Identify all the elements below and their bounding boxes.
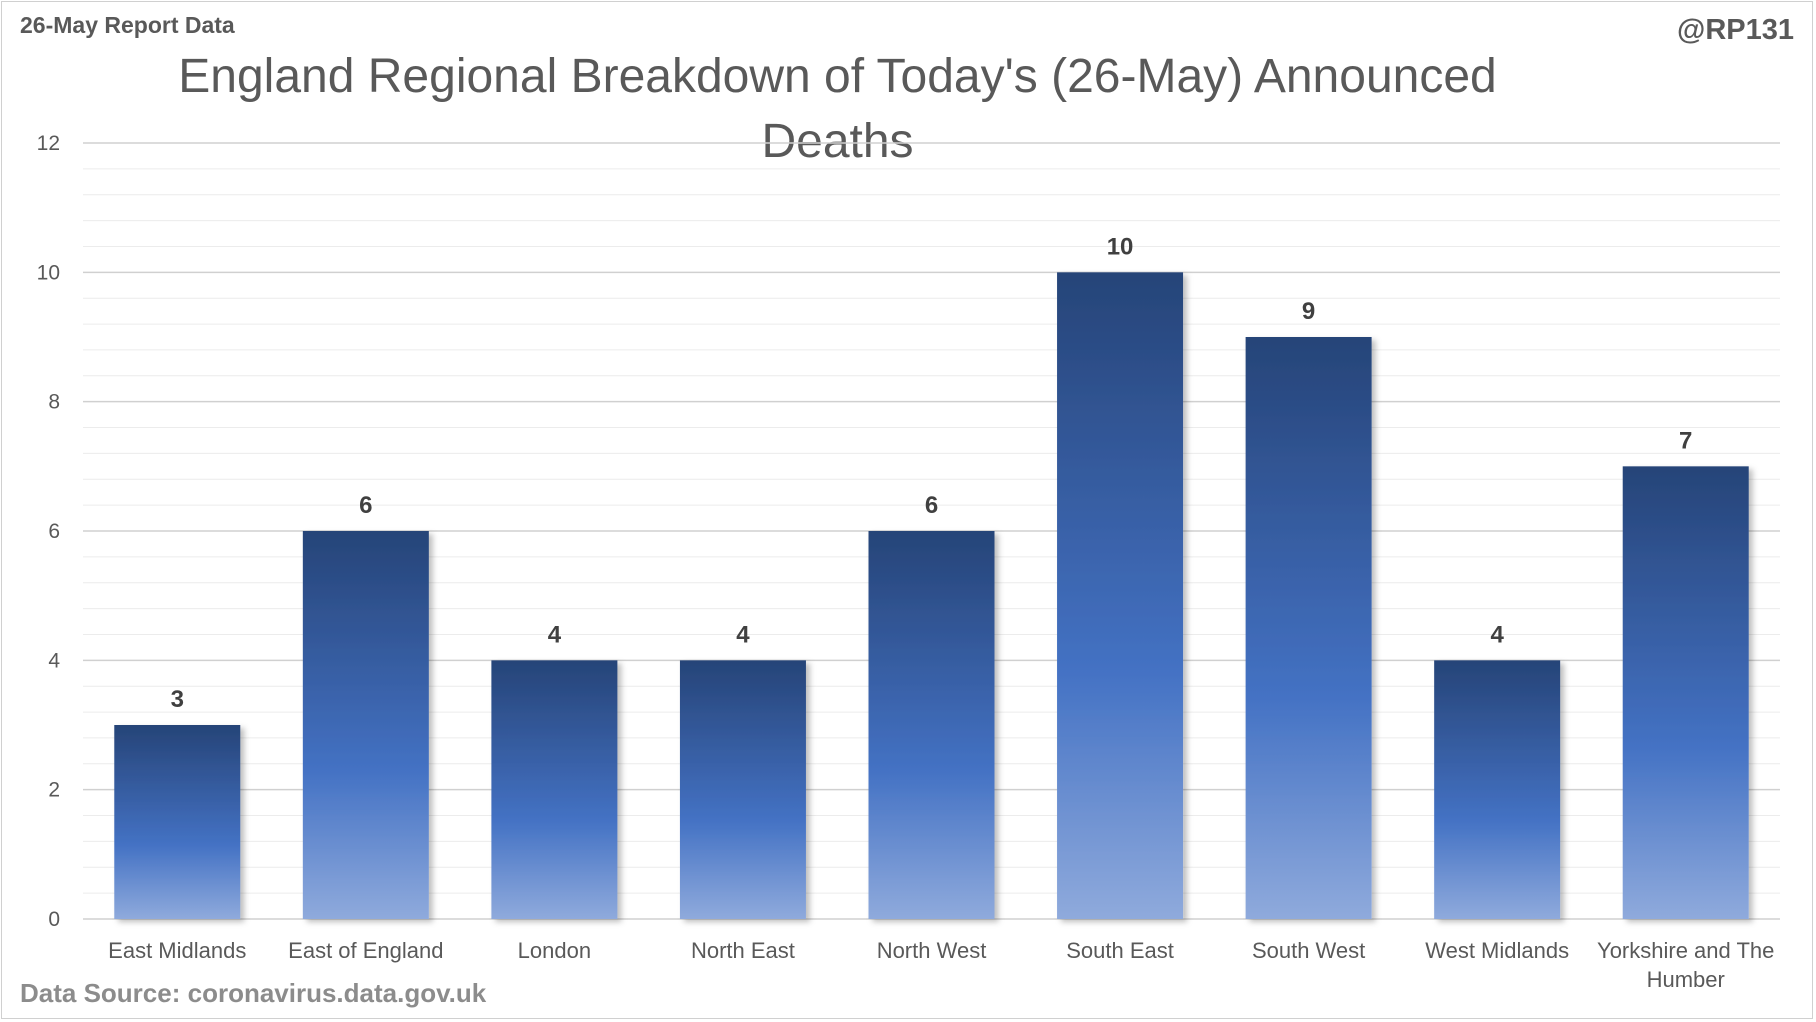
bar	[1622, 466, 1749, 919]
y-tick-label: 10	[37, 261, 60, 284]
category-label: South West	[1252, 938, 1365, 963]
y-tick-label: 4	[48, 649, 60, 672]
category-label: South East	[1066, 938, 1174, 963]
category-label: Yorkshire and The Humber	[1597, 938, 1774, 992]
data-labels: 3 6 4 4 6 10 9 4 7	[171, 233, 1693, 713]
data-label: 4	[1490, 621, 1504, 648]
bar	[302, 531, 429, 919]
data-label: 6	[359, 492, 372, 519]
y-tick-label: 2	[48, 779, 60, 802]
y-tick-label: 8	[48, 391, 60, 414]
chart-title: England Regional Breakdown of Today's (2…	[178, 50, 1497, 168]
y-tick-label: 12	[37, 132, 60, 155]
data-source: Data Source: coronavirus.data.gov.uk	[20, 978, 487, 1008]
report-date-label: 26-May Report Data	[20, 12, 235, 38]
data-label: 4	[548, 621, 562, 648]
data-label: 9	[1302, 298, 1315, 325]
category-label: East Midlands	[108, 938, 246, 963]
y-tick-label: 0	[48, 908, 60, 931]
category-label: London	[518, 938, 591, 963]
category-label: North East	[691, 938, 795, 963]
data-label: 4	[736, 621, 750, 648]
bar	[491, 660, 618, 919]
bar	[114, 725, 241, 919]
x-axis: East Midlands East of England London North …	[108, 938, 1774, 992]
y-tick-label: 6	[48, 520, 60, 543]
bar	[868, 531, 995, 919]
data-label: 3	[171, 686, 184, 713]
bar	[1434, 660, 1561, 919]
data-label: 7	[1679, 427, 1692, 454]
data-label: 10	[1107, 233, 1134, 260]
bar	[679, 660, 806, 919]
author-handle: @RP131	[1677, 14, 1794, 46]
data-label: 6	[925, 492, 938, 519]
y-axis: 0 2 4 6 8 10 12	[37, 132, 61, 931]
bar	[1245, 337, 1372, 919]
category-label: West Midlands	[1425, 938, 1569, 963]
category-label: North West	[877, 938, 987, 963]
bars	[114, 272, 1749, 919]
category-label: East of England	[288, 938, 443, 963]
bar	[1057, 272, 1184, 919]
